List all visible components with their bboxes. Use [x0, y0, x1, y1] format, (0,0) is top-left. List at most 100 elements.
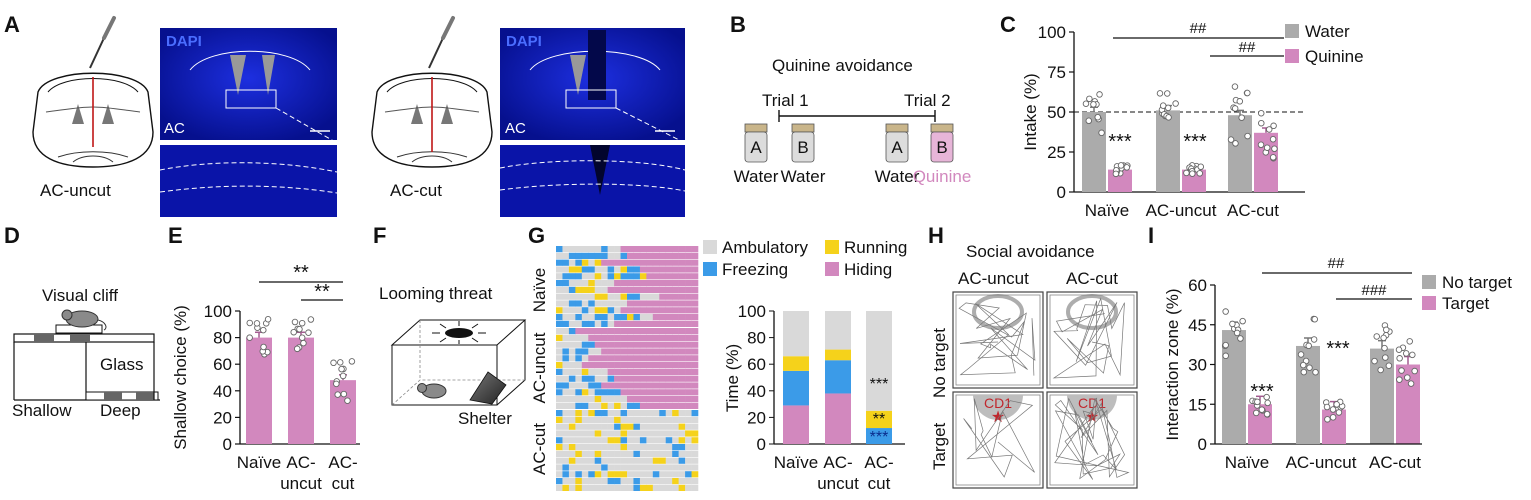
ethogram-segment: [594, 355, 602, 362]
ethogram-segment: [581, 375, 589, 382]
bottle-icon: B: [791, 123, 815, 163]
ethogram-segment: [581, 314, 589, 321]
ethogram-segment: [575, 273, 583, 280]
ethogram-segment: [691, 382, 699, 389]
ethogram-segment: [633, 280, 641, 287]
ethogram-segment: [614, 484, 621, 491]
ethogram-segment: [627, 457, 634, 464]
ethogram-segment: [594, 402, 602, 409]
ethogram-segment: [575, 341, 583, 348]
ethogram-segment: [652, 423, 660, 430]
ethogram-segment: [620, 368, 628, 375]
ethogram-segment: [588, 341, 596, 348]
ethogram-segment: [678, 334, 686, 341]
ethogram-segment: [575, 484, 583, 491]
ethogram-segment: [691, 280, 699, 287]
legend-label: Ambulatory: [722, 238, 808, 257]
ethogram-segment: [646, 320, 654, 327]
legend-swatch: [1285, 24, 1299, 38]
ethogram-segment: [588, 314, 596, 321]
ethogram-segment: [581, 368, 589, 375]
ethogram-segment: [588, 348, 596, 355]
ethogram-segment: [691, 437, 699, 444]
ethogram-segment: [665, 307, 673, 314]
data-point: [1402, 350, 1410, 357]
panel-label-e: E: [168, 223, 183, 248]
ethogram-segment: [659, 402, 667, 409]
ethogram-segment: [575, 355, 583, 362]
ethogram-segment: [588, 484, 596, 491]
ethogram-segment: [646, 396, 654, 403]
ethogram-segment: [678, 246, 686, 253]
panel-label-h: H: [928, 223, 944, 248]
category-label: AC-: [823, 453, 852, 472]
ethogram-segment: [601, 273, 608, 280]
ethogram-segment: [627, 430, 634, 437]
ethogram-segment: [562, 437, 570, 444]
ethogram-segment: [646, 410, 654, 417]
ethogram-segment: [659, 266, 667, 273]
ethogram-segment: [646, 478, 654, 485]
ethogram-segment: [614, 416, 621, 423]
ethogram-segment: [633, 348, 641, 355]
dapi-label: DAPI: [506, 33, 542, 50]
stacked-bar-segment: [866, 410, 892, 429]
data-point: [1123, 164, 1131, 171]
ethogram-segment: [614, 314, 621, 321]
ethogram-segment: [607, 437, 615, 444]
stacked-bar-segment: [825, 349, 851, 361]
ethogram-segment: [594, 266, 602, 273]
ethogram-segment: [568, 266, 576, 273]
looming-arena: [390, 319, 527, 406]
ethogram-segment: [633, 375, 641, 382]
data-point: [1222, 308, 1229, 315]
ethogram-segment: [633, 471, 641, 478]
ethogram-segment: [646, 402, 654, 409]
ethogram-segment: [627, 293, 634, 300]
ethogram-segment: [594, 348, 602, 355]
ethogram-segment: [581, 273, 589, 280]
ethogram-segment: [665, 423, 673, 430]
ethogram-segment: [627, 314, 634, 321]
data-point: [333, 380, 340, 388]
ethogram-segment: [614, 286, 621, 293]
ethogram-segment: [665, 328, 673, 335]
ethogram-segment: [678, 444, 686, 451]
ethogram-segment: [601, 484, 608, 491]
significance-stars: ***: [1183, 131, 1207, 153]
ethogram-segment: [639, 320, 647, 327]
ethogram-segment: [568, 450, 576, 457]
ethogram-segment: [633, 416, 641, 423]
ethogram-segment: [691, 402, 699, 409]
category-label: uncut: [280, 474, 322, 493]
stacked-bar-segment: [825, 360, 851, 394]
ethogram-segment: [678, 280, 686, 287]
data-point: [348, 358, 356, 365]
ethogram-segment: [685, 444, 692, 451]
ethogram-segment: [562, 293, 570, 300]
panel-label-a: A: [4, 12, 20, 37]
ethogram-segment: [646, 300, 654, 307]
shallow-label: Shallow: [12, 401, 72, 420]
data-point: [1333, 401, 1340, 408]
ethogram-segment: [652, 484, 660, 491]
ethogram-segment: [639, 341, 647, 348]
ethogram-segment: [627, 328, 634, 335]
ethogram-segment: [627, 334, 634, 341]
ethogram-segment: [627, 423, 634, 430]
ethogram-segment: [627, 375, 634, 382]
ethogram-segment: [646, 423, 654, 430]
ethogram-segment: [562, 471, 570, 478]
ethogram-segment: [607, 273, 615, 280]
ethogram-segment: [601, 355, 608, 362]
ethogram-segment: [620, 266, 628, 273]
ethogram-segment: [575, 396, 583, 403]
ethogram-segment: [594, 478, 602, 485]
ethogram-segment: [633, 437, 641, 444]
ethogram-segment: [556, 293, 563, 300]
ethogram-segment: [562, 266, 570, 273]
ethogram-segment: [659, 464, 667, 471]
ethogram-segment: [652, 389, 660, 396]
ethogram-segment: [652, 266, 660, 273]
data-point: [1085, 117, 1093, 125]
